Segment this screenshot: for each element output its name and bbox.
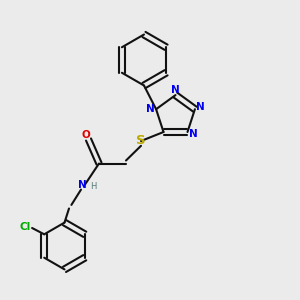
Text: O: O (82, 130, 91, 140)
Text: Cl: Cl (20, 221, 31, 232)
Text: N: N (196, 102, 205, 112)
Text: N: N (78, 180, 87, 190)
Text: N: N (146, 103, 155, 114)
Text: S: S (136, 134, 146, 147)
Text: H: H (90, 182, 97, 191)
Text: N: N (188, 129, 197, 140)
Text: N: N (170, 85, 179, 95)
